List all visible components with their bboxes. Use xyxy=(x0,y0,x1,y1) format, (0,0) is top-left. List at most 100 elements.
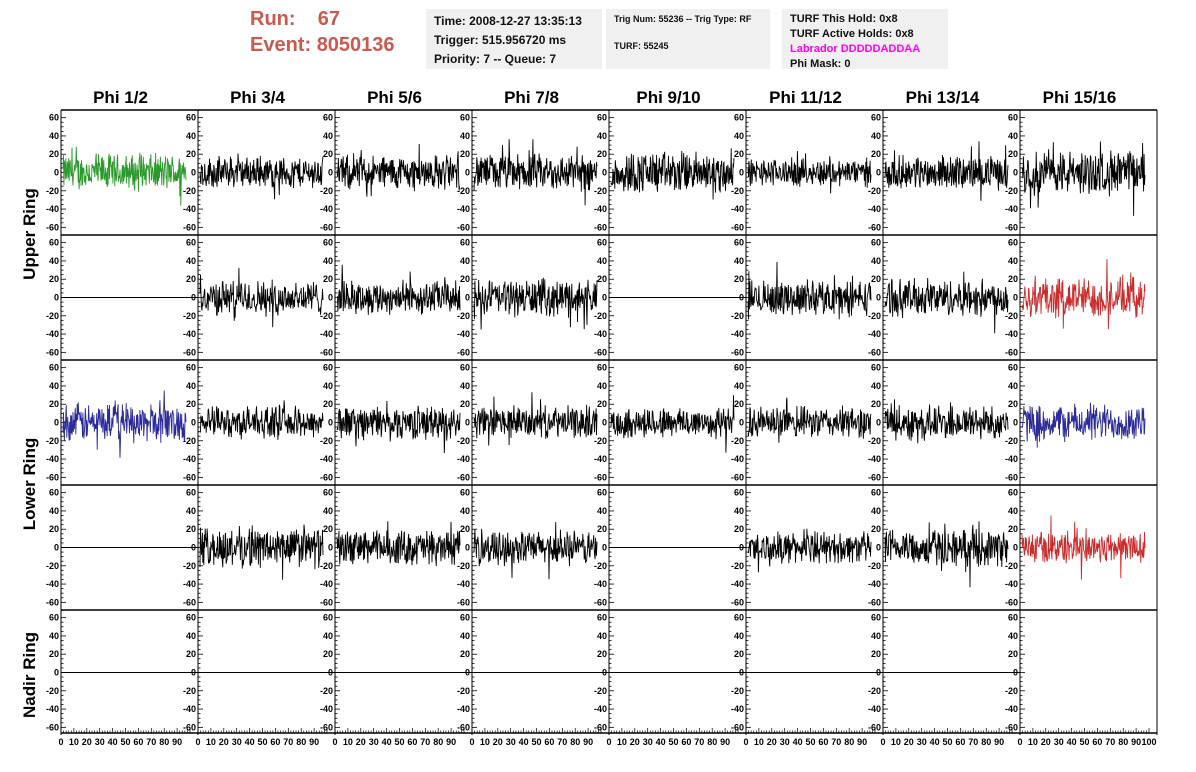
y-tick-label: 40 xyxy=(1008,256,1018,266)
waveform-trace xyxy=(473,392,598,446)
x-tick-label: 90 xyxy=(446,737,456,747)
y-tick-label: -20 xyxy=(457,186,470,196)
y-tick-label: 40 xyxy=(597,381,607,391)
turf-num-text: TURF: 55245 xyxy=(614,41,669,51)
y-tick-label: 0 xyxy=(876,543,881,553)
y-tick-label: -60 xyxy=(594,472,607,482)
y-tick-label: -40 xyxy=(46,204,59,214)
y-tick-label: 40 xyxy=(323,631,333,641)
y-tick-label: 0 xyxy=(54,418,59,428)
y-tick-label: -20 xyxy=(594,311,607,321)
y-tick-label: -20 xyxy=(46,436,59,446)
waveform-trace xyxy=(473,139,598,206)
waveform-trace xyxy=(199,267,324,328)
x-tick-label: 40 xyxy=(656,737,666,747)
col-header-phi-9-10: Phi 9/10 xyxy=(636,88,701,107)
run-line: Run: 67 xyxy=(250,6,420,32)
y-tick-label: -20 xyxy=(731,686,744,696)
event-value: 8050136 xyxy=(316,34,395,56)
y-tick-label: 40 xyxy=(871,506,881,516)
y-tick-label: 60 xyxy=(734,363,744,373)
waveform-trace xyxy=(336,400,461,454)
waveform-trace xyxy=(62,146,187,206)
y-tick-label: -40 xyxy=(1005,329,1018,339)
x-tick-label: 30 xyxy=(95,737,105,747)
x-tick-label: 90 xyxy=(583,737,593,747)
y-tick-label: -40 xyxy=(594,704,607,714)
trigger-text: Trigger: 515.956720 ms xyxy=(434,33,567,47)
y-tick-label: -40 xyxy=(594,329,607,339)
y-tick-label: -20 xyxy=(594,686,607,696)
y-tick-label: -20 xyxy=(731,561,744,571)
y-tick-label: -60 xyxy=(594,597,607,607)
y-tick-label: -40 xyxy=(1005,579,1018,589)
y-tick-label: 20 xyxy=(734,524,744,534)
y-tick-label: -20 xyxy=(868,311,881,321)
y-tick-label: -20 xyxy=(46,186,59,196)
y-tick-label: 40 xyxy=(734,256,744,266)
y-tick-label: 40 xyxy=(871,381,881,391)
y-tick-label: 20 xyxy=(186,649,196,659)
y-tick-label: -40 xyxy=(46,579,59,589)
y-tick-label: 20 xyxy=(734,149,744,159)
y-tick-label: 0 xyxy=(465,668,470,678)
labrador-text: Labrador DDDDDADDAA xyxy=(790,43,921,55)
y-tick-label: 0 xyxy=(465,293,470,303)
waveform-trace xyxy=(884,141,1009,201)
y-tick-label: 60 xyxy=(323,113,333,123)
y-tick-label: 40 xyxy=(1008,131,1018,141)
y-tick-label: 0 xyxy=(739,543,744,553)
x-tick-label: 70 xyxy=(1105,737,1115,747)
waveform-trace xyxy=(884,271,1009,334)
waveform-trace xyxy=(199,400,324,440)
y-tick-label: -60 xyxy=(1005,597,1018,607)
y-tick-label: 20 xyxy=(460,399,470,409)
x-tick-label: 50 xyxy=(394,737,404,747)
y-tick-label: 60 xyxy=(49,613,59,623)
y-tick-label: 60 xyxy=(871,238,881,248)
x-tick-label: 10 xyxy=(206,737,216,747)
y-tick-label: 40 xyxy=(871,631,881,641)
y-tick-label: -40 xyxy=(320,579,333,589)
y-tick-label: -20 xyxy=(46,686,59,696)
y-tick-label: 20 xyxy=(597,149,607,159)
time-info-panel: Time: 2008-12-27 13:35:13 Trigger: 515.9… xyxy=(426,9,602,69)
x-tick-label: 60 xyxy=(133,737,143,747)
y-tick-label: 60 xyxy=(734,113,744,123)
y-tick-label: -60 xyxy=(320,722,333,732)
y-tick-label: -40 xyxy=(868,454,881,464)
y-tick-label: 20 xyxy=(49,274,59,284)
y-tick-label: 60 xyxy=(734,488,744,498)
y-tick-label: 60 xyxy=(871,488,881,498)
y-tick-label: 40 xyxy=(871,131,881,141)
y-tick-label: -20 xyxy=(868,561,881,571)
y-tick-label: 20 xyxy=(460,149,470,159)
y-tick-label: -40 xyxy=(46,704,59,714)
y-tick-label: -20 xyxy=(731,186,744,196)
waveform-trace xyxy=(747,150,872,194)
x-tick-label: 40 xyxy=(245,737,255,747)
x-tick-label: 80 xyxy=(296,737,306,747)
y-tick-label: 0 xyxy=(876,668,881,678)
y-tick-label: 60 xyxy=(186,613,196,623)
y-tick-label: 40 xyxy=(49,381,59,391)
y-tick-label: 60 xyxy=(597,613,607,623)
y-tick-label: -40 xyxy=(46,454,59,464)
y-tick-label: 60 xyxy=(186,238,196,248)
y-tick-label: 60 xyxy=(1008,238,1018,248)
y-tick-label: 20 xyxy=(871,649,881,659)
y-tick-label: 20 xyxy=(49,399,59,409)
y-tick-label: -20 xyxy=(46,311,59,321)
x-tick-label: 10 xyxy=(343,737,353,747)
waveform-trace xyxy=(473,522,598,580)
waveform-trace xyxy=(473,277,598,330)
priority-text: Priority: 7 -- Queue: 7 xyxy=(434,52,557,66)
x-tick-label: 10 xyxy=(480,737,490,747)
y-tick-label: 0 xyxy=(1013,293,1018,303)
y-tick-label: -40 xyxy=(183,204,196,214)
y-tick-label: -40 xyxy=(183,579,196,589)
y-tick-label: 0 xyxy=(876,418,881,428)
col-header-phi-3-4: Phi 3/4 xyxy=(230,88,285,107)
trig-info-panel: Trig Num: 55236 -- Trig Type: RF TURF: 5… xyxy=(606,9,770,69)
